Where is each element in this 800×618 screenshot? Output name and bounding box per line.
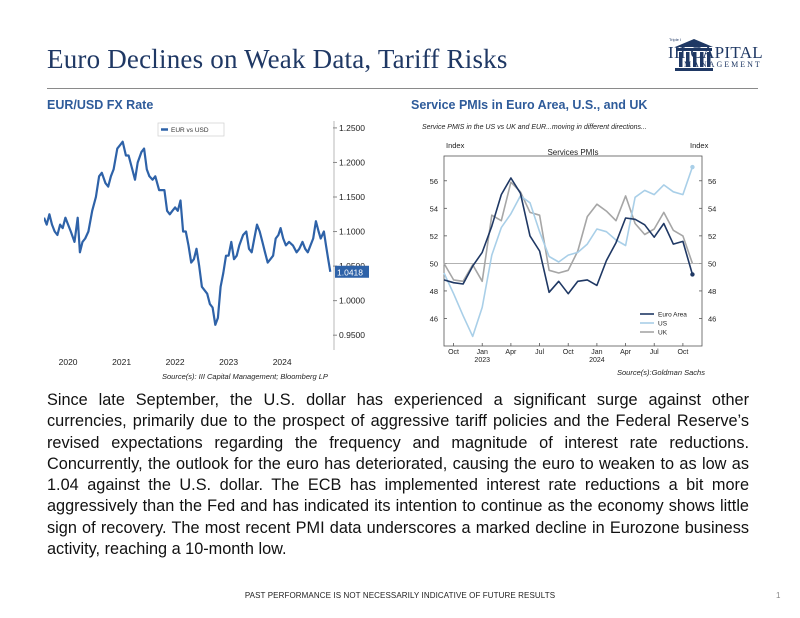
- y-tick-label-left: 54: [430, 204, 438, 213]
- logo-subname: MANAGEMENT: [684, 60, 762, 69]
- last-value-label: 1.0418: [337, 267, 363, 277]
- y-tick-label-left: 52: [430, 232, 438, 241]
- y-axis-line: [333, 121, 335, 350]
- y-tick-label-right: 54: [708, 204, 716, 213]
- x-tick-year-label: 2023: [474, 357, 490, 364]
- footer-disclaimer: PAST PERFORMANCE IS NOT NECESSARILY INDI…: [244, 591, 556, 600]
- y-tick-label-right: 52: [708, 232, 716, 241]
- y-tick-label: 1.1500: [339, 192, 365, 202]
- x-tick-label: Jan: [477, 349, 488, 356]
- x-tick-label: 2024: [273, 357, 292, 367]
- x-tick-year-label: 2024: [589, 357, 605, 364]
- x-tick-label: 2023: [219, 357, 238, 367]
- logo-tagline: Triple I: [669, 37, 682, 42]
- y-tick-label: 1.2500: [339, 123, 365, 133]
- x-tick-label: Apr: [505, 349, 517, 356]
- x-tick-label: Oct: [563, 349, 574, 356]
- plot-frame: [443, 155, 703, 347]
- x-tick-label: 2020: [59, 357, 78, 367]
- series-line-uk: [443, 181, 694, 283]
- eurusd-chart: 0.95001.00001.05001.10001.15001.20001.25…: [44, 121, 369, 367]
- body-paragraph: Since late September, the U.S. dollar ha…: [47, 391, 749, 559]
- x-tick-label: Apr: [620, 349, 632, 356]
- x-tick-label: Jan: [591, 349, 602, 356]
- y-tick-label: 1.2000: [339, 157, 365, 167]
- x-tick-label: Oct: [677, 349, 688, 356]
- series-line-us: [443, 166, 694, 338]
- x-tick-label: Jul: [650, 349, 659, 356]
- pmi-subtitle: Service PMIS in the US vs UK and EUR...m…: [422, 124, 647, 131]
- x-tick-label: Jul: [535, 349, 544, 356]
- legend-label: UK: [658, 330, 668, 337]
- header-divider: [47, 88, 758, 89]
- logo-name: III CAPITAL: [668, 43, 763, 62]
- legend-label: US: [658, 321, 668, 328]
- y-tick-label: 0.9500: [339, 330, 365, 340]
- legend-label: EUR vs USD: [171, 127, 209, 134]
- y-tick-label-right: 50: [708, 259, 716, 268]
- page-title: Euro Declines on Weak Data, Tariff Risks: [47, 44, 508, 74]
- x-tick-label: 2022: [166, 357, 185, 367]
- chart-source-pmi: Source(s):Goldman Sachs: [617, 368, 705, 377]
- pmi-chart: Service PMIS in the US vs UK and EUR...m…: [422, 124, 716, 364]
- y-tick-label-left: 48: [430, 287, 438, 296]
- eurusd-series-line: [44, 140, 332, 326]
- euro-area-end-marker: [690, 272, 695, 277]
- y-tick-label: 1.1000: [339, 227, 365, 237]
- y-tick-label-right: 46: [708, 314, 716, 323]
- building-icon: [675, 39, 713, 71]
- last-value-box: [335, 265, 369, 278]
- y-tick-label-left: 56: [430, 177, 438, 186]
- chart-title-eurusd: EUR/USD FX Rate: [47, 98, 154, 112]
- y-tick-label-left: 50: [430, 259, 438, 268]
- page-number: 1: [776, 591, 781, 600]
- series-line-euro-area: [443, 177, 694, 295]
- legend-box: [157, 122, 225, 137]
- chart-title-pmi: Service PMIs in Euro Area, U.S., and UK: [411, 98, 648, 112]
- inner-chart-title: Services PMIs: [547, 148, 598, 157]
- chart-source-eurusd: Source(s): III Capital Management; Bloom…: [162, 372, 328, 381]
- y-axis-label-left: Index: [446, 141, 465, 150]
- legend-label: Euro Area: [658, 312, 687, 319]
- y-tick-label: 1.0000: [339, 296, 365, 306]
- us-end-marker: [690, 164, 695, 170]
- x-tick-label: 2021: [112, 357, 131, 367]
- y-axis-label-right: Index: [690, 141, 709, 150]
- y-tick-label-left: 46: [430, 314, 438, 323]
- y-tick-label-right: 56: [708, 177, 716, 186]
- x-tick-label: Oct: [448, 349, 459, 356]
- y-tick-label-right: 48: [708, 287, 716, 296]
